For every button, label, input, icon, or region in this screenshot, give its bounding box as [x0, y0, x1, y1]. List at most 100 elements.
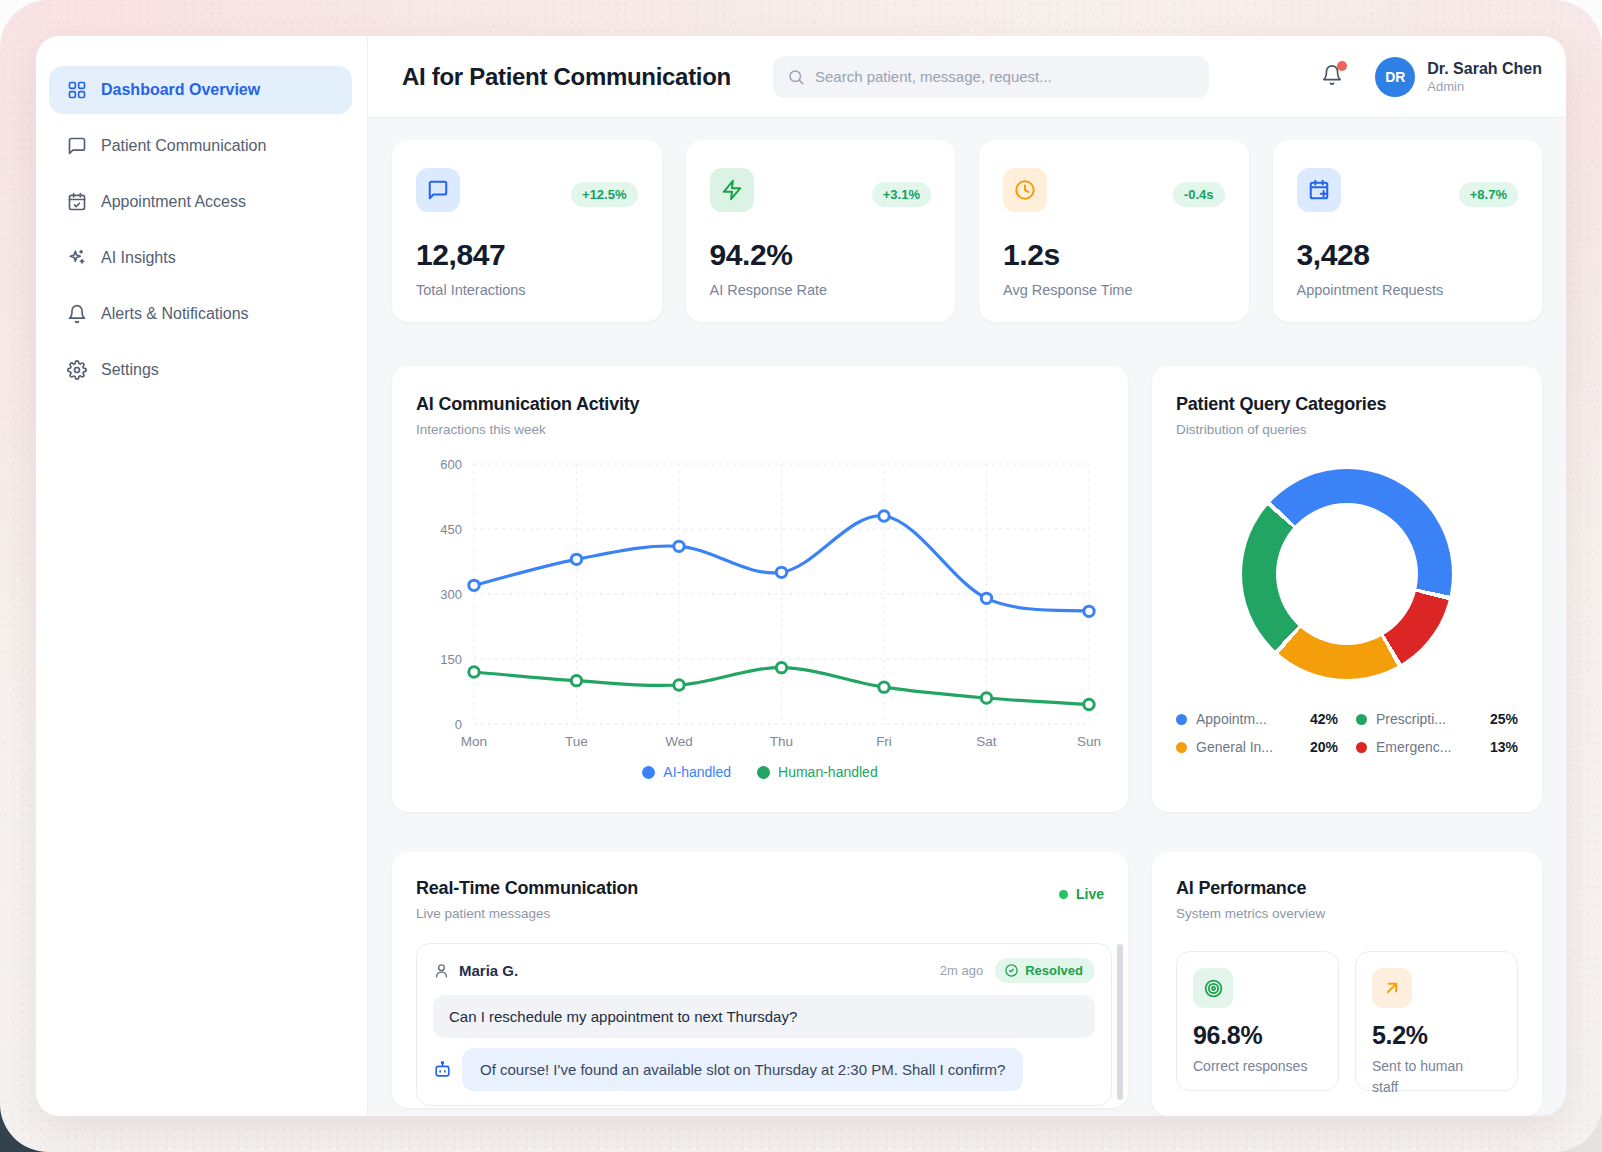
legend-value: 20%: [1310, 739, 1338, 755]
svg-text:600: 600: [440, 457, 462, 472]
sidebar-item-dashboard-overview[interactable]: Dashboard Overview: [49, 66, 352, 114]
perf-subtitle: System metrics overview: [1176, 906, 1518, 921]
stat-label: AI Response Rate: [710, 282, 932, 298]
sidebar-item-label: Settings: [101, 361, 159, 379]
perf-label: Correct responses: [1193, 1056, 1309, 1077]
chart-title: AI Communication Activity: [416, 394, 1104, 415]
sidebar-item-label: AI Insights: [101, 249, 176, 267]
notification-dot: [1337, 61, 1347, 71]
sidebar-item-label: Dashboard Overview: [101, 81, 260, 99]
stat-delta-badge: +12.5%: [571, 182, 637, 207]
legend-item-human-handled: Human-handled: [757, 764, 878, 780]
sparkles-icon: [67, 248, 87, 268]
clock-icon-tile: [1003, 168, 1047, 212]
calendar-check-icon: [67, 192, 87, 212]
perf-value: 96.8%: [1193, 1021, 1322, 1050]
search-icon: [787, 68, 805, 86]
header: AI for Patient Communication DR Dr. Sara…: [368, 36, 1566, 118]
chat-bubble-icon: [67, 136, 87, 156]
header-right: DR Dr. Sarah Chen Admin: [1321, 57, 1542, 97]
donut-legend-item-prescriptions: Prescripti... 25%: [1356, 711, 1518, 727]
sidebar-item-appointment-access[interactable]: Appointment Access: [49, 178, 352, 226]
sidebar-item-patient-communication[interactable]: Patient Communication: [49, 122, 352, 170]
live-indicator: Live: [1059, 886, 1104, 902]
svg-text:Sun: Sun: [1077, 734, 1101, 749]
avatar[interactable]: DR: [1375, 57, 1415, 97]
stat-card-ai-response-rate: +3.1% 94.2% AI Response Rate: [686, 140, 956, 322]
arrow-up-right-icon: [1382, 978, 1402, 998]
sidebar-item-label: Alerts & Notifications: [101, 305, 249, 323]
legend-dot: [1176, 714, 1187, 725]
donut-legend-item-emergencies: Emergenc... 13%: [1356, 739, 1518, 755]
robot-icon: [433, 1060, 452, 1079]
donut-subtitle: Distribution of queries: [1176, 422, 1518, 437]
stat-card-total-interactions: +12.5% 12,847 Total Interactions: [392, 140, 662, 322]
search-input[interactable]: [815, 68, 1195, 85]
perf-value: 5.2%: [1372, 1021, 1501, 1050]
svg-text:150: 150: [440, 652, 462, 667]
message-time: 2m ago: [940, 963, 983, 978]
sidebar-item-alerts-notifications[interactable]: Alerts & Notifications: [49, 290, 352, 338]
legend-value: 25%: [1490, 711, 1518, 727]
live-label: Live: [1076, 886, 1104, 902]
legend-dot: [1356, 742, 1367, 753]
ai-reply-bubble: Of course! I've found an available slot …: [462, 1048, 1023, 1091]
stat-label: Total Interactions: [416, 282, 638, 298]
sidebar-item-ai-insights[interactable]: AI Insights: [49, 234, 352, 282]
stat-card-appointment-requests: +8.7% 3,428 Appointment Requests: [1273, 140, 1543, 322]
target-icon: [1203, 978, 1224, 999]
donut-chart: [1242, 469, 1452, 679]
zap-icon-tile: [710, 168, 754, 212]
stat-value: 12,847: [416, 238, 638, 272]
sidebar-item-label: Patient Communication: [101, 137, 266, 155]
realtime-communication-card: Real-Time Communication Live patient mes…: [392, 852, 1128, 1108]
stat-delta-badge: -0.4s: [1173, 182, 1225, 207]
messages-scrollbar[interactable]: [1117, 944, 1123, 1100]
check-circle-icon: [1004, 963, 1019, 978]
donut-wrap: [1176, 469, 1518, 679]
legend-dot: [1176, 742, 1187, 753]
stat-value: 1.2s: [1003, 238, 1225, 272]
svg-text:0: 0: [455, 717, 462, 732]
calendar-plus-icon: [1308, 179, 1330, 201]
svg-text:Mon: Mon: [461, 734, 487, 749]
svg-text:Tue: Tue: [565, 734, 588, 749]
perf-label: Sent to human staff: [1372, 1056, 1488, 1098]
patient-message-bubble: Can I reschedule my appointment to next …: [433, 995, 1095, 1038]
legend-value: 13%: [1490, 739, 1518, 755]
svg-text:300: 300: [440, 587, 462, 602]
legend-label: Human-handled: [778, 764, 878, 780]
svg-text:450: 450: [440, 522, 462, 537]
dashboard-grid-icon: [67, 80, 87, 100]
live-dot: [1059, 890, 1068, 899]
activity-chart-card: AI Communication Activity Interactions t…: [392, 366, 1128, 812]
donut-legend: Appointm... 42% Prescripti... 25% Genera…: [1176, 711, 1518, 755]
notification-bell-button[interactable]: [1321, 64, 1343, 90]
resolved-label: Resolved: [1025, 963, 1083, 978]
legend-dot: [757, 766, 770, 779]
stat-value: 3,428: [1297, 238, 1519, 272]
legend-dot: [1356, 714, 1367, 725]
message-item[interactable]: Maria G. 2m ago Resolved Can I reschedul…: [416, 943, 1112, 1106]
content-column: AI for Patient Communication DR Dr. Sara…: [368, 36, 1566, 1116]
svg-text:Sat: Sat: [976, 734, 997, 749]
app-window: Dashboard Overview Patient Communication…: [0, 0, 1602, 1152]
person-icon: [433, 962, 450, 979]
sidebar-item-label: Appointment Access: [101, 193, 246, 211]
sidebar: Dashboard Overview Patient Communication…: [36, 36, 368, 1116]
legend-item-ai-handled: AI-handled: [642, 764, 731, 780]
calendar-plus-icon-tile: [1297, 168, 1341, 212]
svg-text:Fri: Fri: [876, 734, 892, 749]
sidebar-item-settings[interactable]: Settings: [49, 346, 352, 394]
stat-delta-badge: +3.1%: [872, 182, 931, 207]
legend-label: Emergenc...: [1376, 739, 1481, 755]
legend-value: 42%: [1310, 711, 1338, 727]
user-name: Dr. Sarah Chen: [1427, 59, 1542, 79]
donut-legend-item-general: General In... 20%: [1176, 739, 1338, 755]
main: +12.5% 12,847 Total Interactions +3.1% 9…: [368, 118, 1566, 1116]
rtc-title: Real-Time Communication: [416, 878, 638, 899]
stat-card-avg-response-time: -0.4s 1.2s Avg Response Time: [979, 140, 1249, 322]
user-role: Admin: [1427, 79, 1542, 94]
gear-icon: [67, 360, 87, 380]
clock-icon: [1014, 179, 1036, 201]
